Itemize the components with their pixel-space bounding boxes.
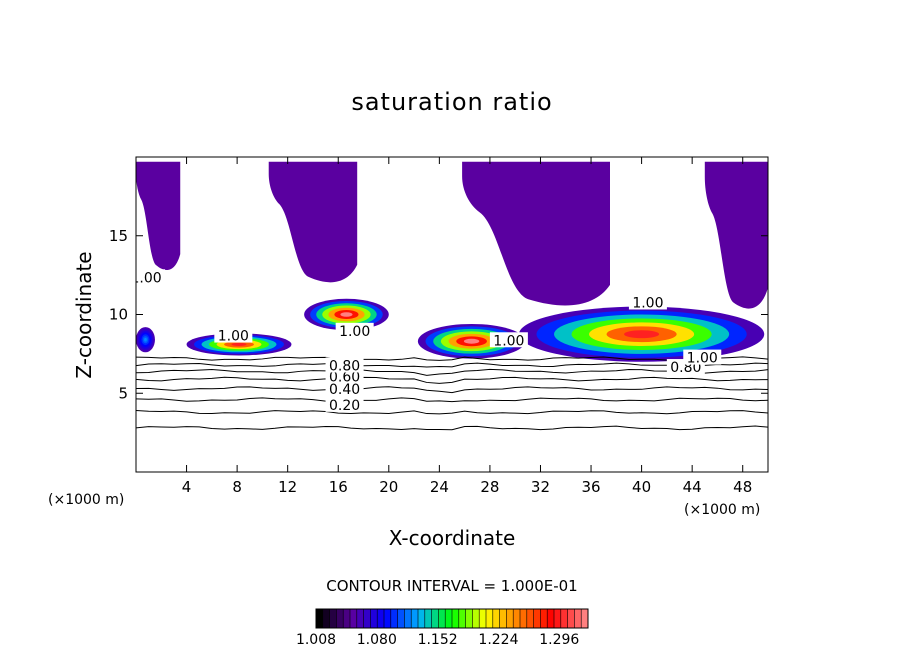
colorbar-cell — [486, 609, 493, 628]
colorbar-cell — [547, 609, 554, 628]
colorbar-cell — [459, 609, 466, 628]
colorbar-cell — [561, 609, 568, 628]
saturated-region-level — [624, 330, 659, 338]
near-saturation-region — [269, 162, 357, 283]
x-tick-label: 20 — [379, 478, 398, 496]
contour-label: 1.00 — [687, 351, 718, 367]
colorbar-cell — [336, 609, 343, 628]
colorbar-cell — [425, 609, 432, 628]
x-tick-label: 36 — [581, 478, 600, 496]
colorbar-cell — [370, 609, 377, 628]
colorbar-cell — [568, 609, 575, 628]
x-tick-label: 48 — [733, 478, 752, 496]
x-tick-label: 16 — [329, 478, 348, 496]
colorbar-cell — [330, 609, 337, 628]
colorbar-cell — [581, 609, 588, 628]
saturated-region-level — [464, 339, 479, 344]
contour-label: 1.00 — [339, 324, 370, 340]
colorbar-cell — [384, 609, 391, 628]
x-tick-label: 44 — [683, 478, 702, 496]
colorbar-cell — [500, 609, 507, 628]
colorbar-cell — [452, 609, 459, 628]
contour-line — [136, 398, 768, 402]
x-tick-label: 32 — [531, 478, 550, 496]
contour-label: 1.00 — [218, 329, 249, 345]
near-saturation-region — [462, 162, 610, 306]
colorbar-cell — [540, 609, 547, 628]
colorbar-tick-label: 1.296 — [539, 632, 579, 648]
y-tick-label: 15 — [109, 227, 128, 245]
contour-label: 1.00 — [493, 333, 524, 349]
colorbar-cell — [343, 609, 350, 628]
near-saturation-region — [705, 162, 768, 309]
colorbar-cell — [404, 609, 411, 628]
colorbar-cell — [506, 609, 513, 628]
colorbar-tick-label: 1.224 — [478, 632, 518, 648]
x-tick-label: 28 — [480, 478, 499, 496]
colorbar-cell — [554, 609, 561, 628]
x-tick-label: 8 — [232, 478, 242, 496]
colorbar-cell — [466, 609, 473, 628]
colorbar-cell — [398, 609, 405, 628]
x-tick-label: 40 — [632, 478, 651, 496]
y-tick-label: 10 — [109, 306, 128, 324]
colorbar-cell — [364, 609, 371, 628]
colorbar-cell — [493, 609, 500, 628]
colorbar-cell — [316, 609, 323, 628]
colorbar-cell — [357, 609, 364, 628]
contour-label: 0.80 — [329, 358, 360, 374]
colorbar-cell — [377, 609, 384, 628]
colorbar-tick-label: 1.152 — [418, 632, 458, 648]
contour-line — [136, 377, 768, 383]
saturated-region-level — [340, 312, 352, 317]
colorbar-tick-label: 1.080 — [357, 632, 397, 648]
near-saturation-region — [136, 162, 180, 270]
contour-label: 1.00 — [632, 295, 663, 311]
y-tick-label: 5 — [118, 384, 128, 402]
contour-label: 0.20 — [329, 398, 360, 414]
colorbar-cell — [574, 609, 581, 628]
colorbar-cell — [527, 609, 534, 628]
colorbar-cell — [323, 609, 330, 628]
colorbar-cell — [438, 609, 445, 628]
x-tick-label: 4 — [182, 478, 192, 496]
contour-line — [136, 426, 768, 430]
colorbar-cell — [391, 609, 398, 628]
contour-label: 1.00 — [131, 270, 162, 286]
colorbar-tick-label: 1.008 — [296, 632, 336, 648]
colorbar-cell — [350, 609, 357, 628]
colorbar-cell — [513, 609, 520, 628]
plot-area: 0.200.400.600.80 0.801.00 1.001.001.001.00… — [127, 162, 768, 430]
x-tick-label: 24 — [430, 478, 449, 496]
contour-line — [136, 387, 768, 393]
colorbar-cell — [432, 609, 439, 628]
colorbar-cell — [520, 609, 527, 628]
colorbar-cell — [472, 609, 479, 628]
colorbar-cell — [411, 609, 418, 628]
colorbar-cell — [534, 609, 541, 628]
contour-line — [136, 411, 768, 414]
colorbar-cell — [418, 609, 425, 628]
x-tick-label: 12 — [278, 478, 297, 496]
saturated-region-level — [144, 338, 147, 342]
colorbar-cell — [479, 609, 486, 628]
colorbar-cell — [445, 609, 452, 628]
